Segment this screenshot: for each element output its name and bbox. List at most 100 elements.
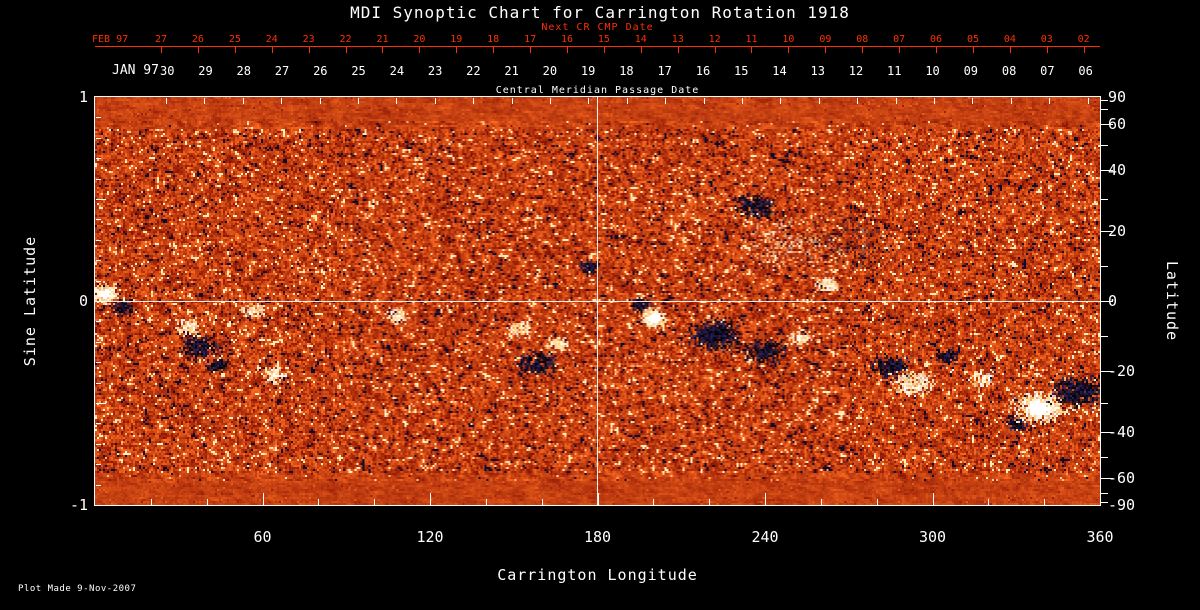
- next-cr-date-ticklabel: 06: [930, 34, 943, 45]
- sine-latitude-tick: [96, 444, 101, 445]
- next-cr-date-tick: [1084, 47, 1085, 53]
- next-cr-date-ticklabel: 22: [339, 34, 352, 45]
- cmp-date-ticklabels: 30 29 28 27 26 25 24 23 22 21 20 19 18 17 16 15 14 13 12 11…: [160, 64, 1093, 78]
- x-axis-tick: [653, 499, 654, 505]
- cmp-date-tick: [665, 98, 666, 104]
- next-cr-date-tick: [493, 47, 494, 53]
- cmp-date-ticklabel: 19: [580, 64, 596, 78]
- sine-latitude-tick: [96, 199, 106, 200]
- next-cr-date-ticklabel: 11: [745, 34, 758, 45]
- sine-latitude-tick: [96, 342, 101, 343]
- latitude-tick: [1101, 502, 1108, 503]
- x-axis-tick: [374, 499, 375, 505]
- cmp-date-ticklabel: 17: [657, 64, 672, 78]
- next-cr-date-ticklabel: 09: [819, 34, 832, 45]
- x-axis-tick: [765, 493, 766, 505]
- next-cr-date-tick: [419, 47, 420, 53]
- sine-latitude-tick: [96, 158, 101, 159]
- next-cr-date-ticklabel: 08: [856, 34, 869, 45]
- sine-latitude-tick: [96, 383, 101, 384]
- sine-latitude-tick: [96, 362, 101, 363]
- x-axis-ticklabel: 120: [416, 528, 444, 546]
- cmp-date-tick: [857, 98, 858, 104]
- jan-month-label: JAN 97: [112, 63, 159, 78]
- cmp-date-tick: [281, 98, 282, 104]
- latitude-ticklabel: -20: [1108, 361, 1136, 380]
- sine-latitude-tick: [96, 301, 106, 302]
- latitude-tick: [1101, 145, 1108, 146]
- latitude-ticklabel: -90: [1108, 496, 1136, 514]
- x-axis-tick: [486, 499, 487, 505]
- next-cr-date-ticklabel: 24: [265, 34, 278, 45]
- next-cr-date-tick: [382, 47, 383, 53]
- next-cr-date-tick: [899, 47, 900, 53]
- next-cr-date-tick: [272, 47, 273, 53]
- x-axis-ticklabel: 180: [583, 528, 612, 546]
- cmp-date-tick: [934, 98, 935, 104]
- cmp-date-ticklabel: 30: [160, 64, 175, 78]
- next-cr-date-tick: [825, 47, 826, 53]
- latitude-ticklabel: -40: [1108, 423, 1136, 442]
- cmp-date-ticklabel: 28: [236, 64, 251, 78]
- cmp-date-ticklabel: 16: [695, 64, 711, 78]
- latitude-tick: [1101, 170, 1113, 171]
- sine-latitude-tick: [96, 403, 106, 404]
- sine-latitude-tick: [96, 219, 101, 220]
- latitude-tick: [1101, 124, 1113, 125]
- latitude-tick: [1101, 231, 1113, 232]
- latitude-tick: [1101, 432, 1113, 433]
- page-title: MDI Synoptic Chart for Carrington Rotati…: [350, 3, 850, 22]
- plot-made-timestamp: Plot Made 9-Nov-2007: [18, 584, 137, 594]
- x-axis-ticklabel: 240: [751, 528, 779, 546]
- latitude-ticklabel: 60: [1108, 115, 1127, 134]
- latitude-tick: [1101, 457, 1108, 458]
- x-axis-tick: [207, 499, 208, 505]
- latitude-ticklabel: -60: [1108, 468, 1136, 487]
- feb-month-label: FEB 97: [92, 34, 129, 45]
- next-cr-date-tick: [715, 47, 716, 53]
- cmp-date-tick: [819, 98, 820, 104]
- next-cr-date-ticklabel: 13: [671, 34, 684, 45]
- next-cr-date-tick: [936, 47, 937, 53]
- cmp-date-ticklabel: 15: [733, 64, 749, 78]
- next-cr-date-tick: [862, 47, 863, 53]
- latitude-ticklabel: 90: [1108, 88, 1127, 106]
- next-cr-date-tick: [456, 47, 457, 53]
- cmp-date-tick: [320, 98, 321, 104]
- cmp-date-ticklabel: 29: [198, 64, 213, 78]
- next-cr-date-ticklabel: 14: [634, 34, 647, 45]
- next-cr-date-tick: [530, 47, 531, 53]
- cmp-date-ticklabel: 23: [427, 64, 443, 78]
- sine-latitude-ticklabel: 1: [78, 88, 88, 106]
- cmp-date-tick: [704, 98, 705, 104]
- next-cr-date-ticklabel: 03: [1040, 34, 1053, 45]
- next-cr-date-axis-line: [95, 46, 1100, 47]
- x-axis-ticklabel: 360: [1086, 528, 1114, 546]
- cmp-date-tick: [204, 98, 205, 104]
- x-axis-tick: [933, 493, 934, 505]
- cmp-date-axis-title: Central Meridian Passage Date: [495, 85, 700, 96]
- x-axis-tick: [877, 499, 878, 505]
- latitude-tick: [1101, 109, 1108, 110]
- cmp-date-ticklabel: 12: [848, 64, 864, 78]
- cmp-date-ticklabel: 14: [772, 64, 787, 78]
- sine-latitude-tick: [96, 117, 101, 118]
- next-cr-cmp-date-label: Next CR CMP Date: [541, 22, 654, 33]
- cmp-date-tick: [435, 98, 436, 104]
- cmp-date-ticklabel: 26: [313, 64, 328, 78]
- next-cr-date-ticklabel: 07: [893, 34, 906, 45]
- cmp-date-tick: [358, 98, 359, 104]
- x-axis-tick: [988, 499, 989, 505]
- next-cr-date-tick: [567, 47, 568, 53]
- cmp-date-tick: [588, 98, 589, 104]
- cmp-date-tick: [1049, 98, 1050, 104]
- x-axis-tick: [598, 493, 599, 505]
- x-axis-tick: [821, 499, 822, 505]
- cmp-date-tick: [1088, 98, 1089, 104]
- latitude-tick: [1101, 371, 1113, 372]
- next-cr-date-ticklabel: 18: [487, 34, 500, 45]
- next-cr-date-ticklabel: 21: [376, 34, 389, 45]
- next-cr-date-ticklabels: 27 26 25 24 23 22 21 20 19 18 17 16 15 14 13 12 11 10 09 08…: [155, 34, 1090, 45]
- latitude-tick: [1101, 199, 1108, 200]
